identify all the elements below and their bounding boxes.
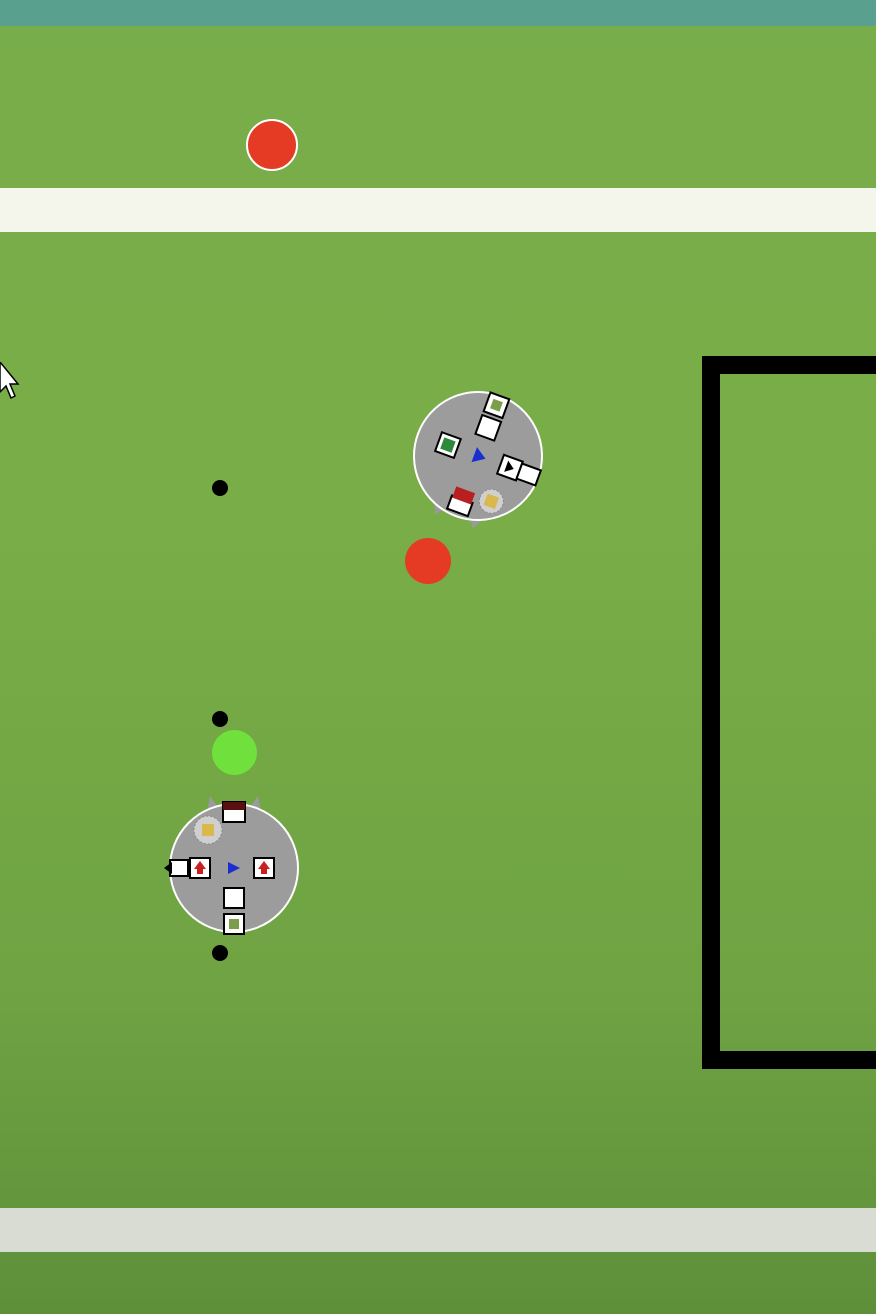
robot-upper[interactable]: [405, 382, 555, 542]
red-arrow-icon: [194, 861, 206, 874]
marker-dot: [212, 480, 228, 496]
blank-tile: [223, 887, 245, 909]
field-line-top: [0, 188, 876, 232]
front-tile-top: [223, 802, 245, 810]
side-arrow-icon: [164, 862, 172, 874]
red-ball-mid[interactable]: [405, 538, 451, 584]
red-ball-top[interactable]: [246, 119, 298, 171]
bottom-tile-icon: [229, 919, 239, 929]
side-tile: [169, 859, 189, 877]
top-bar: [0, 0, 876, 26]
side-tile: [515, 462, 543, 487]
goal-frame: [702, 356, 876, 1069]
field-line-bottom: [0, 1208, 876, 1252]
robot-lower[interactable]: [160, 780, 310, 945]
marker-dot: [212, 945, 228, 961]
direction-arrow-icon: [471, 447, 486, 463]
marker-dot: [212, 711, 228, 727]
dice-face: [202, 824, 214, 836]
bottom-tile-icon: [490, 398, 503, 412]
arrow-icon: [504, 460, 514, 472]
mouse-cursor-icon: [0, 362, 20, 400]
gear-icon: [440, 437, 456, 453]
red-arrow-icon: [258, 861, 270, 874]
green-ball[interactable]: [212, 730, 257, 775]
direction-arrow-icon: [228, 862, 240, 874]
blank-tile: [474, 413, 503, 442]
dice-face: [483, 493, 500, 509]
red-tile: [452, 486, 476, 505]
